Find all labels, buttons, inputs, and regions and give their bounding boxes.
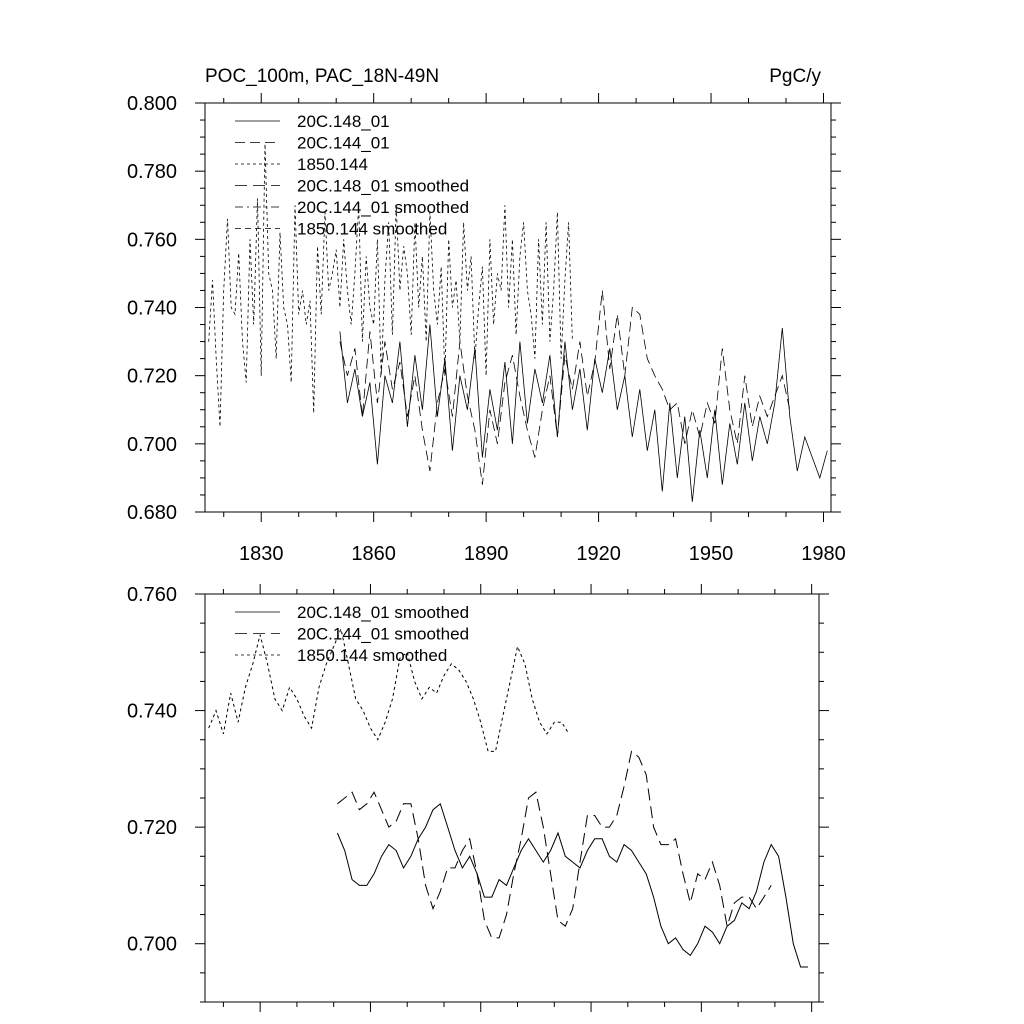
y-tick-label: 0.720 [127,366,177,388]
y-tick-label: 0.680 [127,502,177,524]
units-label: PgC/y [769,66,821,87]
series-line [339,324,828,502]
legend-label: 20C.144_01 smoothed [297,625,469,644]
y-tick-label: 0.740 [127,701,177,723]
legend-label: 1850.144 smoothed [297,220,447,239]
x-tick-label: 1950 [689,543,734,565]
y-tick-label: 0.760 [127,584,177,606]
series-line [339,290,791,485]
x-tick-label: 1980 [801,543,846,565]
y-tick-label: 0.700 [127,434,177,456]
series-line [336,802,808,968]
y-tick-label: 0.800 [127,93,177,115]
y-tick-label: 0.760 [127,229,177,251]
y-tick-label: 0.740 [127,298,177,320]
legend-label: 20C.148_01 smoothed [297,603,469,622]
x-tick-label: 1890 [464,543,509,565]
y-tick-label: 0.700 [127,934,177,956]
legend-label: 20C.144_01 [297,134,390,153]
legend-label: 20C.148_01 smoothed [297,177,469,196]
bottom-panel: 0.700 0.720 0.740 0.760 20C.148_01 smoothed 2… [127,584,829,1012]
chart-title: POC_100m, PAC_18N-49N [205,66,439,87]
x-tick-label: 1920 [576,543,621,565]
series-line [208,627,570,752]
x-tick-label: 1860 [351,543,396,565]
x-tick-label: 1830 [239,543,284,565]
y-tick-label: 0.780 [127,161,177,183]
top-panel: 1830 1860 1890 1920 1950 1980 0.680 0.700 0.720 0… [127,66,846,565]
legend-label: 20C.148_01 [297,112,390,131]
legend-label: 1850.144 smoothed [297,646,447,665]
series-line [337,750,772,939]
y-tick-label: 0.720 [127,817,177,839]
legend-label: 20C.144_01 smoothed [297,198,469,217]
legend-label: 1850.144 [297,155,368,174]
